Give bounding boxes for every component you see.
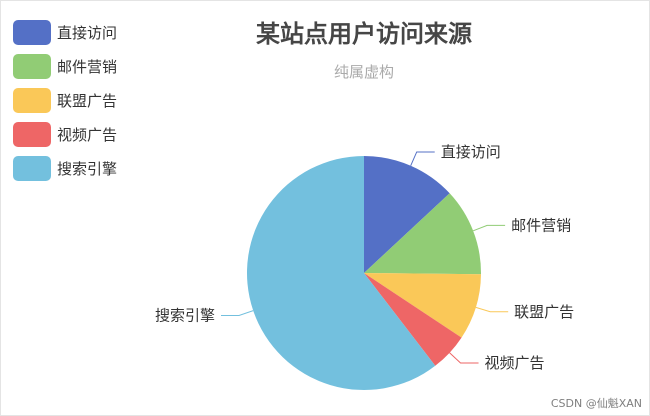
label-leader-line [221,310,254,316]
legend-swatch [13,156,51,181]
chart-subtitle: 纯属虚构 [334,63,394,81]
legend-item[interactable]: 直接访问 [13,20,117,45]
pie-slice[interactable] [364,273,481,338]
legend-swatch [13,54,51,79]
legend-label: 视频广告 [57,126,117,144]
legend-item[interactable]: 搜索引擎 [13,156,117,181]
legend-label: 邮件营销 [57,58,117,76]
slice-label: 联盟广告 [514,303,574,321]
label-leader-line [410,151,435,166]
slice-label: 搜索引擎 [155,306,215,324]
legend-swatch [13,20,51,45]
pie-slice[interactable] [246,155,436,390]
pie-slice[interactable] [364,193,481,275]
pie-slice[interactable] [364,273,462,366]
slice-label: 视频广告 [485,354,545,372]
label-leader-line [449,352,479,364]
pie-slice[interactable] [364,156,450,273]
legend-swatch [13,122,51,147]
chart-title: 某站点用户访问来源 [256,20,472,48]
label-leader-line [472,224,506,232]
legend-label: 直接访问 [57,24,117,42]
legend-item[interactable]: 视频广告 [13,122,117,147]
legend-item[interactable]: 联盟广告 [13,88,117,113]
slice-label: 直接访问 [441,143,501,161]
label-leader-line [475,306,509,313]
slice-label: 邮件营销 [511,216,571,234]
pie-slices [246,155,481,390]
legend-label: 搜索引擎 [57,160,117,178]
legend-label: 联盟广告 [57,92,117,110]
watermark: CSDN @仙魁XAN [551,396,642,410]
legend-swatch [13,88,51,113]
legend-item[interactable]: 邮件营销 [13,54,117,79]
